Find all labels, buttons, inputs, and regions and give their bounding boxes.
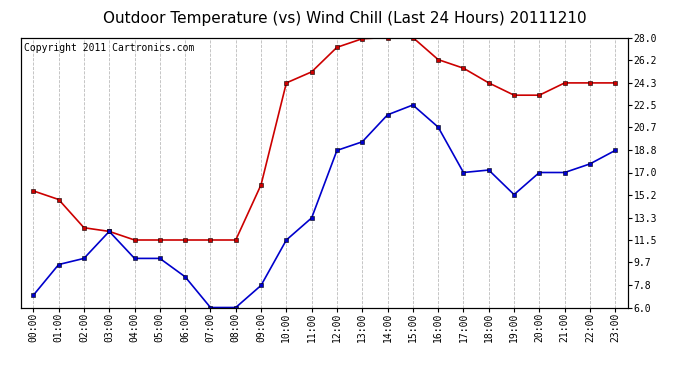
Text: Outdoor Temperature (vs) Wind Chill (Last 24 Hours) 20111210: Outdoor Temperature (vs) Wind Chill (Las… xyxy=(104,11,586,26)
Text: Copyright 2011 Cartronics.com: Copyright 2011 Cartronics.com xyxy=(23,43,194,53)
